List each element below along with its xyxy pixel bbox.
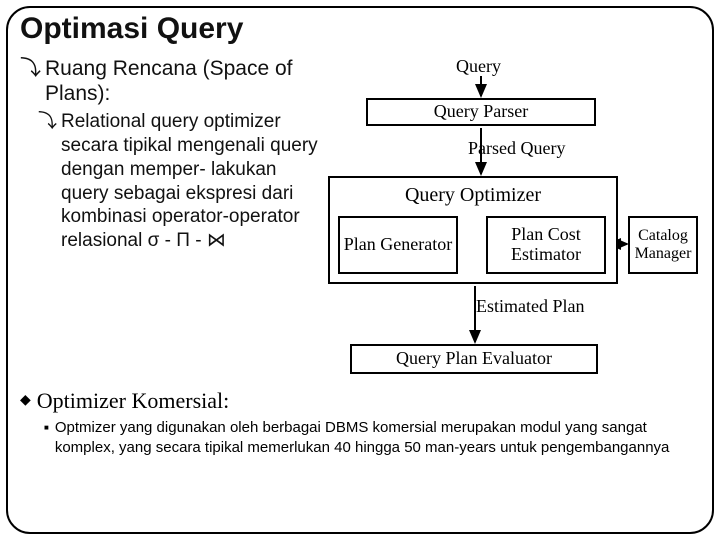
estimated-plan-label: Estimated Plan — [476, 296, 584, 317]
bullet-sub-text: Relational query optimizer secara tipika… — [61, 110, 320, 253]
parsed-query-label: Parsed Query — [468, 138, 565, 159]
slide-content: Optimasi Query ⤵ Ruang Rencana (Space of… — [20, 12, 700, 528]
bullet-main-text: Ruang Rencana (Space of Plans): — [45, 56, 320, 106]
diamond-icon: ◆ — [20, 388, 31, 414]
optimizer-komersial-desc-text: Optmizer yang digunakan oleh berbagai DB… — [55, 418, 700, 457]
bottom-section: ◆ Optimizer Komersial: ■ Optmizer yang d… — [20, 388, 700, 457]
right-column: Query Query Parser Parsed Query Query Op… — [328, 56, 700, 376]
plan-generator-box: Plan Generator — [338, 216, 458, 274]
optimizer-komersial-desc: ■ Optmizer yang digunakan oleh berbagai … — [44, 418, 700, 457]
plan-cost-estimator-box: Plan Cost Estimator — [486, 216, 606, 274]
query-parser-box: Query Parser — [366, 98, 596, 126]
optimizer-komersial-heading: ◆ Optimizer Komersial: — [20, 388, 700, 414]
bullet-sub: ⤵ Relational query optimizer secara tipi… — [38, 110, 320, 253]
flow-diagram: Query Query Parser Parsed Query Query Op… — [328, 56, 700, 376]
query-label: Query — [456, 56, 501, 77]
catalog-manager-box: Catalog Manager — [628, 216, 698, 274]
bullet-main: ⤵ Ruang Rencana (Space of Plans): — [20, 56, 320, 106]
left-column: ⤵ Ruang Rencana (Space of Plans): ⤵ Rela… — [20, 56, 320, 376]
page-title: Optimasi Query — [20, 12, 700, 46]
query-optimizer-label: Query Optimizer — [405, 184, 541, 206]
optimizer-komersial-text: Optimizer Komersial: — [37, 388, 229, 414]
bullet-marker-icon: ⤵ — [38, 110, 57, 253]
query-plan-evaluator-box: Query Plan Evaluator — [350, 344, 598, 374]
bullet-marker-icon: ⤵ — [20, 56, 41, 106]
main-columns: ⤵ Ruang Rencana (Space of Plans): ⤵ Rela… — [20, 56, 700, 376]
square-icon: ■ — [44, 418, 49, 457]
